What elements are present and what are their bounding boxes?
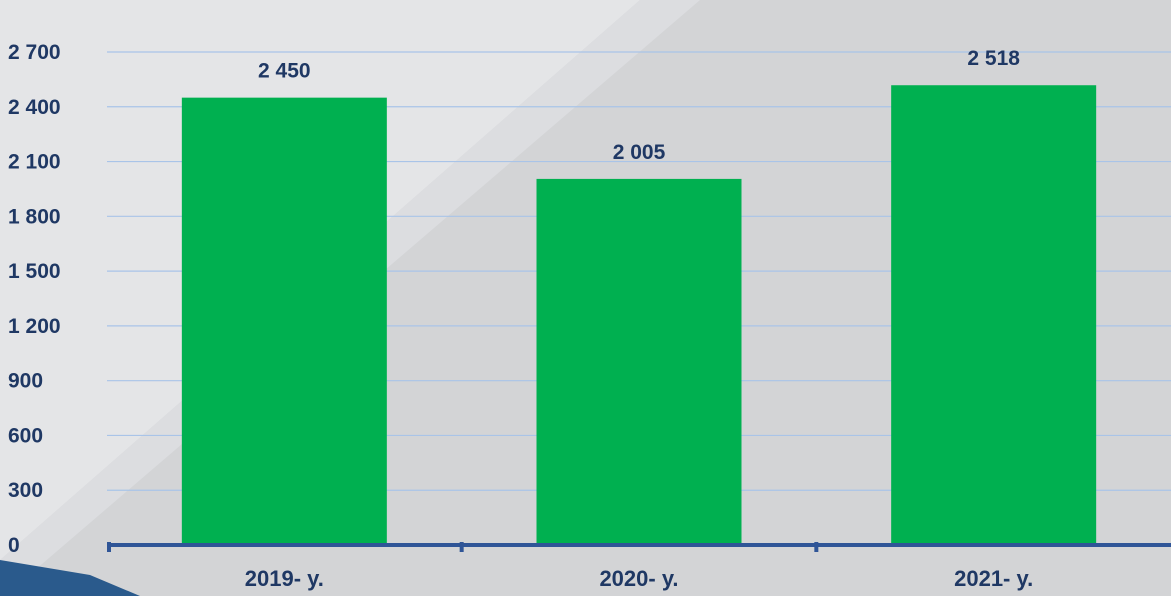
x-category-label: 2019- y. <box>245 566 324 591</box>
bar <box>181 97 387 546</box>
bar <box>891 85 1097 546</box>
y-tick-label: 2 700 <box>8 41 61 64</box>
x-axis <box>107 542 1171 552</box>
data-label: 2 450 <box>258 60 311 83</box>
y-axis-tick-labels: 0 300 600 900 1 200 1 500 1 800 2 100 2 400 2 700 <box>8 41 61 557</box>
x-category-label: 2021- y. <box>954 566 1033 591</box>
data-label: 2 005 <box>613 141 666 164</box>
y-tick-label: 2 100 <box>8 151 61 174</box>
y-tick-label: 600 <box>8 424 43 447</box>
x-category-label: 2020- y. <box>599 566 678 591</box>
x-axis-category-labels: 2019- y. 2020- y. 2021- y. <box>245 566 1033 591</box>
y-tick-label: 1 200 <box>8 315 61 338</box>
bar <box>536 178 742 545</box>
y-tick-label: 900 <box>8 370 43 393</box>
y-tick-label: 300 <box>8 479 43 502</box>
data-labels: 2 450 2 005 2 518 <box>258 47 1020 164</box>
y-tick-label: 0 <box>8 534 20 557</box>
y-tick-label: 1 800 <box>8 205 61 228</box>
bars <box>181 85 1097 546</box>
data-label: 2 518 <box>967 47 1020 70</box>
y-tick-label: 2 400 <box>8 96 61 119</box>
y-tick-label: 1 500 <box>8 260 61 283</box>
